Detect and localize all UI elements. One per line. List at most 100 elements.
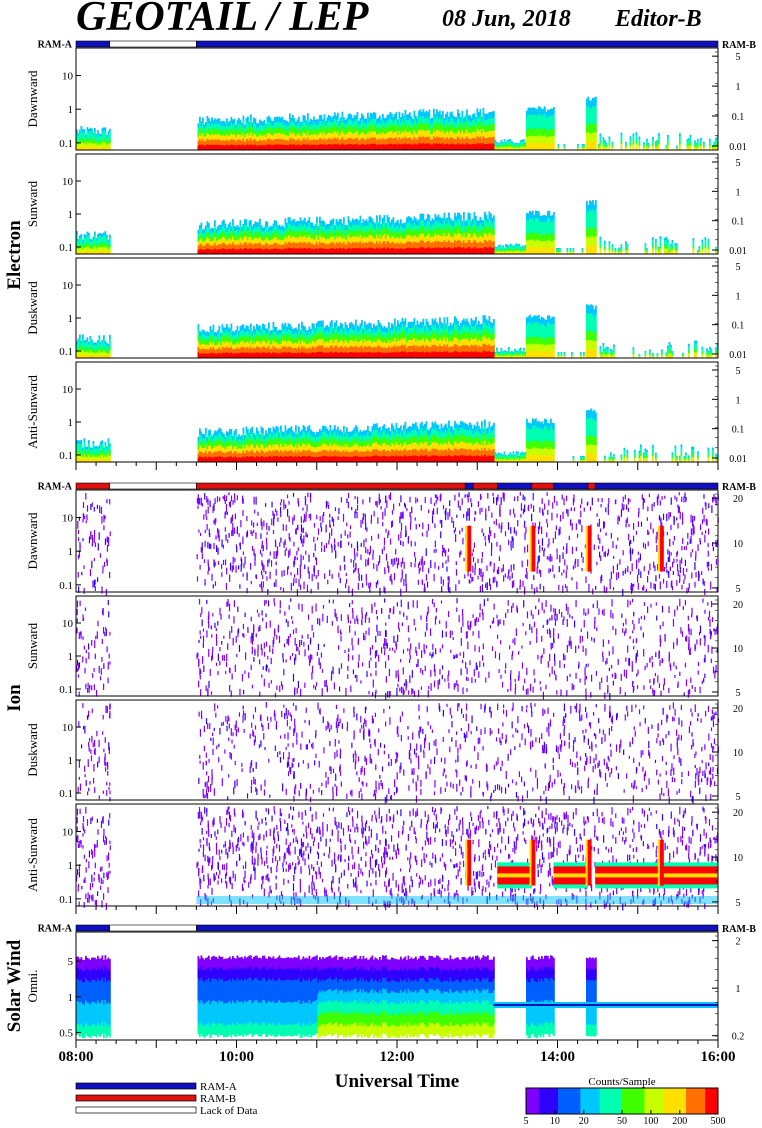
electron-spectrum-cell (593, 97, 596, 107)
electron-spectrum-cell (92, 239, 95, 243)
electron-spectrum-cell (464, 138, 467, 145)
electron-spectrum-cell (229, 222, 231, 228)
electron-spectrum-cell (679, 138, 681, 142)
electron-spectrum-cell (275, 327, 278, 333)
electron-spectrum-cell (214, 340, 216, 346)
electron-spectrum-cell (433, 225, 435, 232)
electron-spectrum-cell (464, 345, 467, 353)
electron-spectrum-cell (307, 113, 309, 120)
electron-spectrum-cell (419, 116, 422, 124)
electron-spectrum-cell (205, 234, 207, 241)
electron-spectrum-cell (484, 322, 486, 330)
electron-spectrum-cell (692, 245, 695, 249)
electron-spectrum-cell (533, 107, 536, 115)
electron-spectrum-cell (235, 344, 237, 349)
electron-spectrum-cell (317, 249, 320, 255)
electron-spectrum-cell (238, 134, 240, 140)
electron-spectrum-cell (254, 329, 257, 335)
electron-spectrum-cell (521, 143, 524, 146)
electron-spectrum-cell (77, 147, 80, 151)
electron-spectrum-cell (311, 328, 314, 336)
electron-spectrum-cell (352, 118, 354, 124)
electron-spectrum-cell (275, 347, 278, 354)
electron-spectrum-cell (242, 248, 245, 255)
electron-spectrum-cell (94, 131, 96, 136)
electron-spectrum-cell (449, 242, 452, 249)
electron-spectrum-cell (286, 145, 288, 151)
electron-spectrum-cell (199, 225, 201, 231)
electron-spectrum-cell (538, 232, 540, 241)
electron-spectrum-cell (416, 226, 419, 233)
electron-spectrum-cell (256, 352, 258, 359)
electron-spectrum-cell (290, 123, 293, 129)
electron-spectrum-cell (707, 238, 710, 242)
electron-spectrum-cell (508, 249, 510, 252)
electron-spectrum-cell (385, 228, 387, 234)
electron-spectrum-cell (253, 133, 255, 140)
electron-spectrum-cell (212, 236, 215, 242)
electron-spectrum-cell (89, 146, 92, 151)
electron-spectrum-cell (587, 114, 590, 124)
electron-spectrum-cell (533, 247, 536, 255)
electron-spectrum-cell (421, 213, 423, 221)
electron-spectrum-cell (355, 121, 357, 128)
electron-spectrum-cell (293, 248, 296, 255)
electron-spectrum-cell (505, 250, 507, 253)
electron-spectrum-cell (323, 144, 326, 151)
electron-spectrum-cell (406, 342, 408, 349)
electron-spectrum-cell (407, 235, 410, 242)
electron-spectrum-cell (283, 324, 285, 331)
electron-spectrum-cell (371, 332, 374, 339)
electron-spectrum-cell (214, 237, 216, 244)
electron-spectrum-cell (313, 116, 315, 123)
electron-spectrum-cell (254, 353, 257, 359)
electron-spectrum-cell (547, 123, 549, 131)
electron-spectrum-cell (376, 134, 378, 140)
electron-spectrum-cell (269, 353, 272, 359)
electron-spectrum-cell (542, 143, 545, 151)
electron-spectrum-cell (440, 218, 443, 225)
electron-spectrum-cell (536, 218, 539, 226)
electron-spectrum-cell (404, 228, 407, 234)
electron-spectrum-cell (377, 248, 380, 255)
electron-spectrum-cell (595, 245, 597, 255)
electron-spectrum-cell (470, 318, 473, 326)
electron-spectrum-cell (659, 239, 662, 243)
electron-spectrum-cell (358, 242, 360, 249)
electron-spectrum-cell (328, 126, 330, 133)
electron-spectrum-cell (448, 352, 450, 359)
electron-spectrum-cell (91, 354, 93, 359)
electron-spectrum-cell (542, 136, 545, 144)
electron-spectrum-cell (470, 338, 473, 346)
electron-spectrum-cell (400, 133, 402, 140)
electron-spectrum-cell (272, 321, 275, 329)
electron-spectrum-cell (253, 248, 255, 255)
electron-spectrum-cell (373, 248, 375, 255)
electron-spectrum-cell (275, 242, 278, 249)
electron-spectrum-cell (541, 136, 543, 144)
electron-spectrum-cell (586, 107, 588, 117)
electron-spectrum-cell (199, 353, 201, 359)
electron-spectrum-cell (305, 237, 308, 244)
electron-spectrum-cell (256, 227, 258, 234)
electron-spectrum-cell (100, 349, 102, 353)
electron-spectrum-cell (524, 145, 527, 147)
electron-spectrum-cell (328, 342, 330, 349)
electron-spectrum-cell (700, 141, 702, 145)
electron-spectrum-cell (704, 251, 707, 255)
electron-spectrum-cell (236, 325, 239, 332)
electron-spectrum-cell (77, 351, 80, 356)
electron-spectrum-cell (374, 125, 377, 132)
electron-spectrum-cell (235, 133, 237, 138)
electron-spectrum-cell (635, 147, 638, 151)
electron-spectrum-cell (484, 131, 486, 139)
electron-spectrum-cell (524, 244, 527, 247)
electron-spectrum-cell (521, 139, 524, 142)
electron-spectrum-cell (473, 339, 476, 346)
electron-spectrum-cell (581, 250, 584, 252)
electron-spectrum-cell (551, 221, 554, 229)
electron-spectrum-cell (394, 331, 396, 339)
electron-spectrum-cell (79, 247, 81, 252)
electron-spectrum-cell (547, 136, 549, 144)
electron-spectrum-cell (301, 248, 303, 255)
